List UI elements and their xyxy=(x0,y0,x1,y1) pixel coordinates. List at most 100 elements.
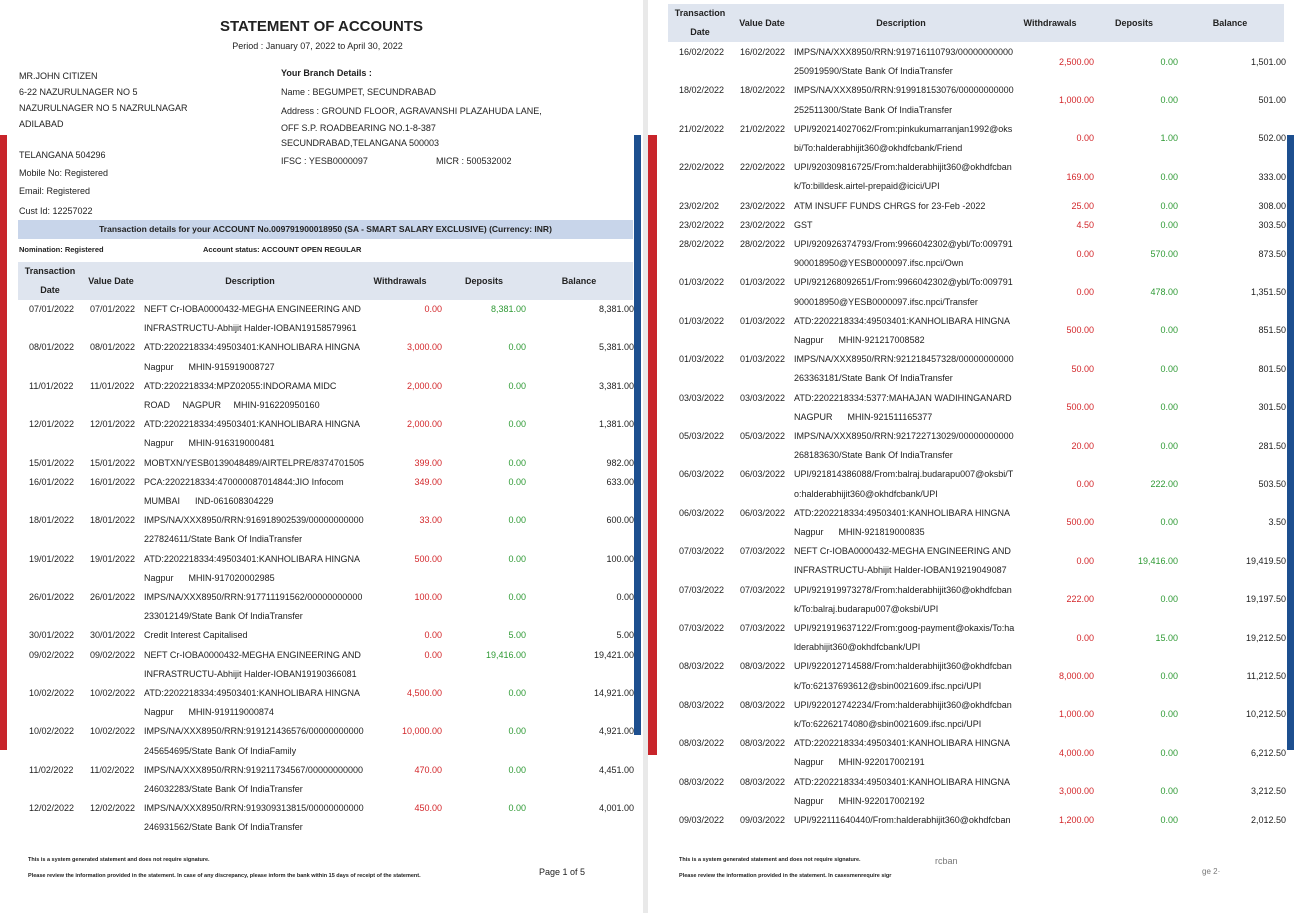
ifsc: IFSC : YESB0000097 xyxy=(281,156,368,166)
withdrawal: 0.00 xyxy=(1076,555,1094,566)
withdrawal: 0.00 xyxy=(1076,248,1094,259)
balance: 1,351.50 xyxy=(1250,286,1286,297)
transaction-row: 11/01/2022 11/01/2022 ATD:2202218334:MPZ02… xyxy=(0,377,643,415)
transaction-date: 10/02/2022 xyxy=(29,688,75,698)
withdrawal: 33.00 xyxy=(419,515,442,526)
transaction-date: 08/03/2022 xyxy=(679,661,725,672)
branch-heading: Your Branch Details : xyxy=(281,68,372,78)
deposit: 0.00 xyxy=(1160,56,1178,67)
transaction-date: 26/01/2022 xyxy=(29,592,75,602)
branch-name: Name : BEGUMPET, SECUNDRABAD xyxy=(281,87,437,97)
transaction-date: 01/03/2022 xyxy=(679,315,725,326)
page-2: This is a system generated statement and… xyxy=(648,0,1294,913)
value-date: 07/03/2022 xyxy=(740,546,786,557)
transaction-row: 16/01/2022 16/01/2022 PCA:2202218334:47000… xyxy=(0,473,643,511)
description: Nagpur MHIN-919119000874 xyxy=(144,707,274,718)
value-date: 21/02/2022 xyxy=(740,123,786,134)
transaction-row: 03/03/2022 03/03/2022 ATD:2202218334:5377:… xyxy=(648,389,1294,427)
balance: 502.00 xyxy=(1258,133,1286,144)
description: IMPS/NA/XXX8950/RRN:916918902539/0000000… xyxy=(144,515,364,526)
deposit: 0.00 xyxy=(508,726,526,737)
description: k/To:balraj.budarapu007@oksbi/UPI xyxy=(794,603,939,614)
description: IMPS/NA/XXX8950/RRN:919121436576/0000000… xyxy=(144,726,364,737)
period: Period : January 07, 2022 to April 30, 2… xyxy=(232,41,403,51)
deposit: 0.00 xyxy=(508,688,526,698)
value-date: 08/03/2022 xyxy=(740,776,786,787)
transaction-row: 08/03/2022 08/03/2022 ATD:2202218334:49503… xyxy=(648,734,1294,772)
transaction-date: 07/03/2022 xyxy=(679,623,725,633)
transaction-row: 06/03/2022 06/03/2022 ATD:2202218334:49503… xyxy=(648,504,1294,542)
description: IMPS/NA/XXX8950/RRN:919211734567/0000000… xyxy=(144,764,363,775)
value-date: 01/03/2022 xyxy=(740,354,786,365)
balance: 1,381.00 xyxy=(598,419,634,430)
transaction-date: 15/01/2022 xyxy=(29,457,75,468)
description: k/To:62262174080@sbin0021609.ifsc.npci/U… xyxy=(794,718,982,729)
value-date: 03/03/2022 xyxy=(740,392,786,403)
transaction-date: 07/03/2022 xyxy=(679,584,725,595)
deposit: 0.00 xyxy=(1160,402,1178,413)
deposit: 19,416.00 xyxy=(1137,555,1178,566)
transaction-row: 07/03/2022 07/03/2022 UPI/921919637122/Fro… xyxy=(648,619,1294,657)
description: 900018950@YESB0000097.ifsc.npci/Transfer xyxy=(794,296,978,307)
transaction-date: 18/02/2022 xyxy=(679,85,725,96)
description: UPI/921814386088/From:balraj.budarapu007… xyxy=(794,469,1014,480)
deposit: 0.00 xyxy=(508,803,526,814)
transaction-row: 26/01/2022 26/01/2022 IMPS/NA/XXX8950/RRN:… xyxy=(0,588,643,626)
transaction-date: 30/01/2022 xyxy=(29,630,75,641)
description: 227824611/State Bank Of IndiaTransfer xyxy=(144,534,303,545)
transaction-row: 08/03/2022 08/03/2022 UPI/922012714588/Fro… xyxy=(648,657,1294,695)
column-header: Withdrawals xyxy=(373,275,427,286)
balance: 3,381.00 xyxy=(598,380,634,391)
value-date: 10/02/2022 xyxy=(90,688,136,698)
balance: 4,001.00 xyxy=(598,803,634,814)
description: lderabhijit360@okhdfcbank/UPI xyxy=(794,642,921,653)
transaction-row: 22/02/2022 22/02/2022 UPI/920309816725/Fro… xyxy=(648,158,1294,196)
withdrawal: 0.00 xyxy=(424,630,442,641)
withdrawal: 399.00 xyxy=(414,457,442,468)
value-date: 12/01/2022 xyxy=(90,419,136,430)
withdrawal: 169.00 xyxy=(1066,171,1094,182)
withdrawal: 2,000.00 xyxy=(406,419,442,430)
withdrawal: 1,200.00 xyxy=(1058,815,1094,825)
balance: 100.00 xyxy=(606,553,634,564)
balance: 982.00 xyxy=(606,457,634,468)
description: ATD:2202218334:49503401:KANHOLIBARA HING… xyxy=(144,419,360,430)
customer-line: Mobile No: Registered xyxy=(19,168,109,178)
deposit: 0.00 xyxy=(508,419,526,430)
description: UPI/920214027062/From:pinkukumarranjan19… xyxy=(794,123,1013,134)
value-date: 09/03/2022 xyxy=(740,815,786,825)
deposit: 0.00 xyxy=(508,592,526,602)
deposit: 0.00 xyxy=(1160,171,1178,182)
transaction-row: 08/03/2022 08/03/2022 UPI/922012742234/Fro… xyxy=(648,696,1294,734)
description: 246032283/State Bank Of IndiaTransfer xyxy=(144,783,303,794)
transaction-date: 08/03/2022 xyxy=(679,776,725,787)
withdrawal: 500.00 xyxy=(1066,325,1094,336)
withdrawal: 3,000.00 xyxy=(1058,786,1094,797)
balance: 8,381.00 xyxy=(598,304,634,314)
transaction-row: 08/01/2022 08/01/2022 ATD:2202218334:49503… xyxy=(0,338,643,376)
withdrawal: 2,000.00 xyxy=(406,380,442,391)
withdrawal: 25.00 xyxy=(1071,200,1094,211)
value-date: 01/03/2022 xyxy=(740,277,786,288)
column-header: Transaction Date xyxy=(24,266,76,295)
description: ATM INSUFF FUNDS CHRGS for 23-Feb -2022 xyxy=(794,200,986,211)
value-date: 08/03/2022 xyxy=(740,661,786,672)
value-date: 16/01/2022 xyxy=(90,476,136,487)
transaction-row: 06/03/2022 06/03/2022 UPI/921814386088/Fro… xyxy=(648,465,1294,503)
description: Credit Interest Capitalised xyxy=(144,630,248,641)
balance: 873.50 xyxy=(1258,248,1286,259)
value-date: 16/02/2022 xyxy=(740,47,786,57)
description: ATD:2202218334:49503401:KANHOLIBARA HING… xyxy=(144,553,360,564)
value-date: 23/02/2022 xyxy=(740,219,786,230)
description: PCA:2202218334:470000087014844:JIO Infoc… xyxy=(144,476,344,487)
deposit: 0.00 xyxy=(1160,786,1178,797)
description: k/To:billdesk.airtel-prepaid@icici/UPI xyxy=(794,181,940,192)
deposit: 0.00 xyxy=(508,342,526,353)
deposit: 0.00 xyxy=(1160,440,1178,451)
balance: 801.50 xyxy=(1258,363,1286,374)
balance: 633.00 xyxy=(606,476,634,487)
value-date: 12/02/2022 xyxy=(90,803,136,814)
withdrawal: 0.00 xyxy=(1076,133,1094,144)
deposit: 0.00 xyxy=(1160,94,1178,105)
deposit: 15.00 xyxy=(1155,632,1178,643)
